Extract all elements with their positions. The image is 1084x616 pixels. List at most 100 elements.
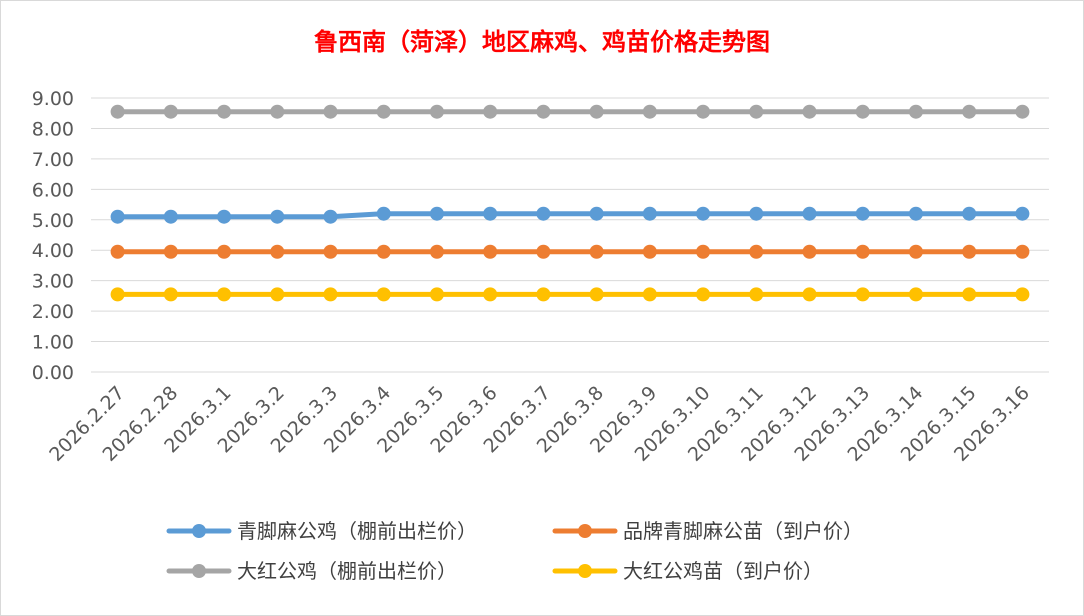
data-point bbox=[110, 287, 125, 302]
data-point bbox=[217, 104, 232, 119]
data-point bbox=[429, 244, 444, 259]
legend: 青脚麻公鸡（棚前出栏价） 品牌青脚麻公苗（到户价） 大红公鸡（棚前出栏价） 大红公鸡苗… bbox=[166, 519, 863, 583]
y-tick-label: 5.00 bbox=[32, 210, 74, 232]
legend-item: 青脚麻公鸡（棚前出栏价） bbox=[166, 519, 477, 543]
data-point bbox=[802, 206, 817, 221]
data-point bbox=[802, 287, 817, 302]
data-point bbox=[536, 104, 551, 119]
y-tick-label: 1.00 bbox=[32, 332, 74, 354]
y-tick-label: 6.00 bbox=[32, 179, 74, 201]
legend-item: 品牌青脚麻公苗（到户价） bbox=[552, 519, 863, 543]
data-point bbox=[642, 244, 657, 259]
data-point bbox=[1015, 104, 1030, 119]
data-point bbox=[802, 244, 817, 259]
data-point bbox=[536, 287, 551, 302]
data-point bbox=[429, 206, 444, 221]
data-point bbox=[962, 206, 977, 221]
y-tick-label: 7.00 bbox=[32, 149, 74, 171]
data-point bbox=[855, 287, 870, 302]
data-point bbox=[749, 104, 764, 119]
legend-label: 青脚麻公鸡（棚前出栏价） bbox=[237, 519, 477, 543]
data-point bbox=[163, 104, 178, 119]
data-point bbox=[589, 206, 604, 221]
legend-item: 大红公鸡（棚前出栏价） bbox=[166, 559, 457, 583]
data-point bbox=[270, 287, 285, 302]
data-point bbox=[110, 104, 125, 119]
data-point bbox=[642, 104, 657, 119]
data-point bbox=[483, 206, 498, 221]
data-point bbox=[163, 287, 178, 302]
data-point bbox=[855, 104, 870, 119]
data-point bbox=[376, 104, 391, 119]
data-point bbox=[376, 287, 391, 302]
series-line bbox=[115, 211, 1025, 220]
data-point bbox=[749, 206, 764, 221]
y-axis-ticks: 0.00 1.00 2.00 3.00 4.00 5.00 6.00 7.00 8.00 9.00 bbox=[32, 88, 74, 384]
data-point bbox=[429, 104, 444, 119]
data-point bbox=[962, 287, 977, 302]
data-point bbox=[908, 104, 923, 119]
data-point bbox=[270, 244, 285, 259]
legend-label: 大红公鸡（棚前出栏价） bbox=[237, 559, 457, 583]
legend-marker bbox=[192, 524, 206, 538]
data-point bbox=[696, 206, 711, 221]
data-point bbox=[163, 244, 178, 259]
x-axis-ticks: 2026.2.272026.2.282026.3.12026.3.22026.3… bbox=[45, 382, 1034, 466]
data-point bbox=[589, 287, 604, 302]
legend-marker bbox=[578, 564, 592, 578]
data-point bbox=[696, 104, 711, 119]
data-point bbox=[483, 287, 498, 302]
data-point bbox=[642, 206, 657, 221]
data-point bbox=[323, 287, 338, 302]
data-point bbox=[696, 244, 711, 259]
data-point bbox=[1015, 244, 1030, 259]
data-point bbox=[429, 287, 444, 302]
data-point bbox=[855, 244, 870, 259]
data-point bbox=[270, 104, 285, 119]
data-point bbox=[163, 209, 178, 224]
y-tick-label: 2.00 bbox=[32, 301, 74, 323]
data-point bbox=[962, 104, 977, 119]
data-point bbox=[376, 244, 391, 259]
series-4 bbox=[110, 287, 1030, 302]
data-point bbox=[323, 104, 338, 119]
data-point bbox=[217, 209, 232, 224]
data-point bbox=[908, 206, 923, 221]
data-point bbox=[1015, 206, 1030, 221]
data-point bbox=[802, 104, 817, 119]
y-tick-label: 9.00 bbox=[32, 88, 74, 110]
legend-label: 大红公鸡苗（到户价） bbox=[623, 559, 823, 583]
data-point bbox=[217, 244, 232, 259]
series-2 bbox=[110, 244, 1030, 259]
grid bbox=[91, 97, 1049, 373]
data-point bbox=[855, 206, 870, 221]
data-point bbox=[962, 244, 977, 259]
data-point bbox=[908, 244, 923, 259]
data-point bbox=[1015, 287, 1030, 302]
data-point bbox=[536, 206, 551, 221]
data-point bbox=[642, 287, 657, 302]
data-point bbox=[589, 104, 604, 119]
series-lines bbox=[110, 104, 1030, 302]
data-point bbox=[536, 244, 551, 259]
data-point bbox=[749, 287, 764, 302]
series-3 bbox=[110, 104, 1030, 119]
y-tick-label: 3.00 bbox=[32, 271, 74, 293]
legend-marker bbox=[192, 564, 206, 578]
y-tick-label: 4.00 bbox=[32, 240, 74, 262]
data-point bbox=[483, 244, 498, 259]
data-point bbox=[110, 244, 125, 259]
data-point bbox=[376, 206, 391, 221]
data-point bbox=[323, 244, 338, 259]
data-point bbox=[483, 104, 498, 119]
data-point bbox=[323, 209, 338, 224]
data-point bbox=[270, 209, 285, 224]
legend-marker bbox=[578, 524, 592, 538]
data-point bbox=[749, 244, 764, 259]
chart-title: 鲁西南（菏泽）地区麻鸡、鸡苗价格走势图 bbox=[314, 28, 770, 56]
legend-item: 大红公鸡苗（到户价） bbox=[552, 559, 823, 583]
data-point bbox=[589, 244, 604, 259]
series-1 bbox=[110, 206, 1030, 224]
